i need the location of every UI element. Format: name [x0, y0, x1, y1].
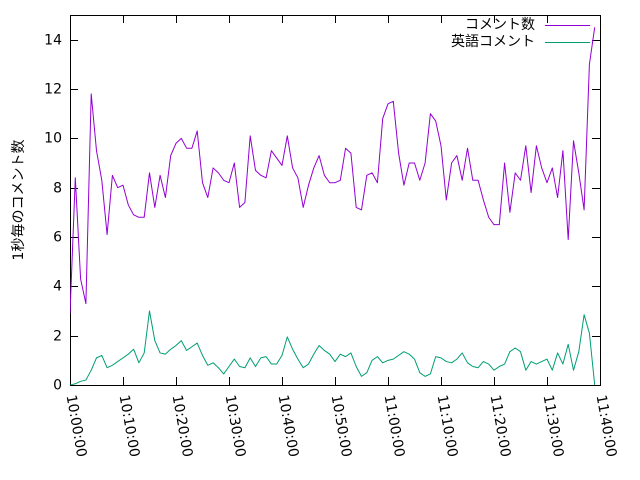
x-axis: 10:00:00 10:10:00 10:20:00 10:30:00 10:40:00…	[63, 15, 620, 459]
series-lines	[70, 27, 596, 385]
y-tick-label: 6	[53, 230, 62, 246]
y-tick-label: 14	[44, 33, 62, 49]
x-tick-label: 10:40:00	[275, 394, 302, 459]
x-tick-label: 11:10:00	[434, 394, 461, 459]
x-tick-label: 11:30:00	[540, 394, 567, 459]
x-tick-label: 11:40:00	[593, 394, 620, 459]
y-tick-label: 12	[44, 82, 62, 98]
y-tick-label: 2	[53, 329, 62, 345]
x-tick-label: 10:00:00	[63, 394, 90, 459]
y-tick-label: 0	[53, 378, 62, 394]
y-tick-label: 10	[44, 131, 62, 147]
x-tick-label: 10:20:00	[169, 394, 196, 459]
series-line-1	[70, 27, 596, 314]
x-tick-label: 11:00:00	[381, 394, 408, 459]
y-axis-label: 1秒毎のコメント数	[11, 140, 27, 261]
legend-label: コメント数	[465, 17, 535, 33]
x-tick-label: 10:50:00	[328, 394, 355, 459]
y-axis: 0 2 4 6 8 10 12 14	[44, 33, 600, 394]
x-tick-label: 10:10:00	[116, 394, 143, 459]
x-tick-label: 11:20:00	[487, 394, 514, 459]
x-tick-label: 10:30:00	[222, 394, 249, 459]
legend-label: 英語コメント	[451, 33, 535, 50]
series-line-2	[70, 310, 596, 385]
y-tick-label: 8	[53, 181, 62, 197]
plot-frame	[70, 15, 601, 386]
y-tick-label: 4	[53, 279, 62, 295]
